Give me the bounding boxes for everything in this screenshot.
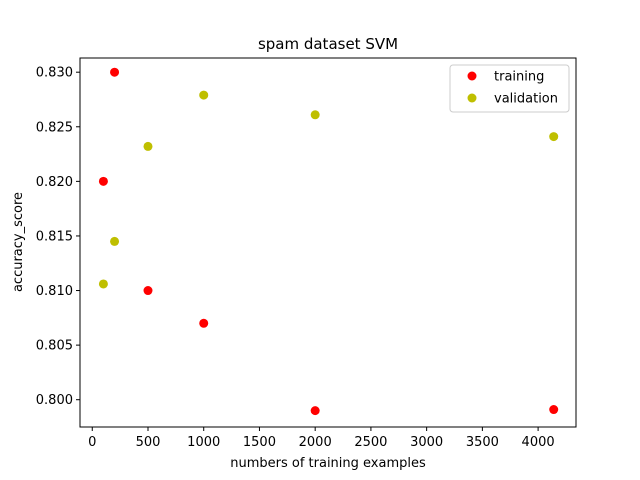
y-tick-label: 0.825 — [36, 120, 73, 135]
y-tick-label: 0.815 — [36, 229, 73, 244]
x-axis: 0 500 1000 1500 2000 2500 3000 3500 4000 — [88, 427, 555, 450]
x-tick-label: 3500 — [466, 435, 499, 450]
x-tick-label: 2500 — [354, 435, 387, 450]
point-training — [549, 405, 559, 415]
legend: training validation — [449, 64, 570, 113]
x-tick-label: 1500 — [243, 435, 276, 450]
point-validation — [549, 132, 559, 142]
point-training — [143, 286, 153, 296]
point-validation — [110, 236, 120, 246]
y-tick-label: 0.810 — [36, 284, 73, 299]
point-validation — [98, 279, 108, 289]
x-tick-label: 2000 — [299, 435, 332, 450]
point-training — [310, 406, 320, 416]
point-validation — [143, 141, 153, 151]
data-points — [98, 67, 559, 416]
x-axis-label: numbers of training examples — [230, 456, 426, 471]
y-tick-label: 0.830 — [36, 66, 73, 81]
legend-box — [449, 64, 570, 113]
y-tick-label: 0.820 — [36, 175, 73, 190]
x-tick-label: 4000 — [522, 435, 555, 450]
x-tick-label: 0 — [88, 435, 96, 450]
point-training — [110, 67, 120, 77]
legend-label-validation: validation — [494, 92, 558, 107]
legend-marker-validation — [467, 93, 477, 103]
x-tick-label: 1000 — [187, 435, 220, 450]
chart-title: spam dataset SVM — [258, 35, 398, 53]
x-tick-label: 500 — [136, 435, 161, 450]
point-training — [199, 318, 209, 328]
y-tick-label: 0.800 — [36, 393, 73, 408]
y-axis: 0.800 0.805 0.810 0.815 0.820 0.825 0.830 — [36, 66, 80, 408]
legend-marker-training — [467, 71, 477, 81]
point-validation — [199, 90, 209, 100]
plot-area-frame — [79, 57, 577, 428]
y-tick-label: 0.805 — [36, 339, 73, 354]
point-validation — [310, 110, 320, 120]
point-training — [98, 176, 108, 186]
x-tick-label: 3000 — [410, 435, 443, 450]
y-axis-label: accuracy_score — [11, 192, 26, 292]
legend-label-training: training — [494, 70, 544, 85]
